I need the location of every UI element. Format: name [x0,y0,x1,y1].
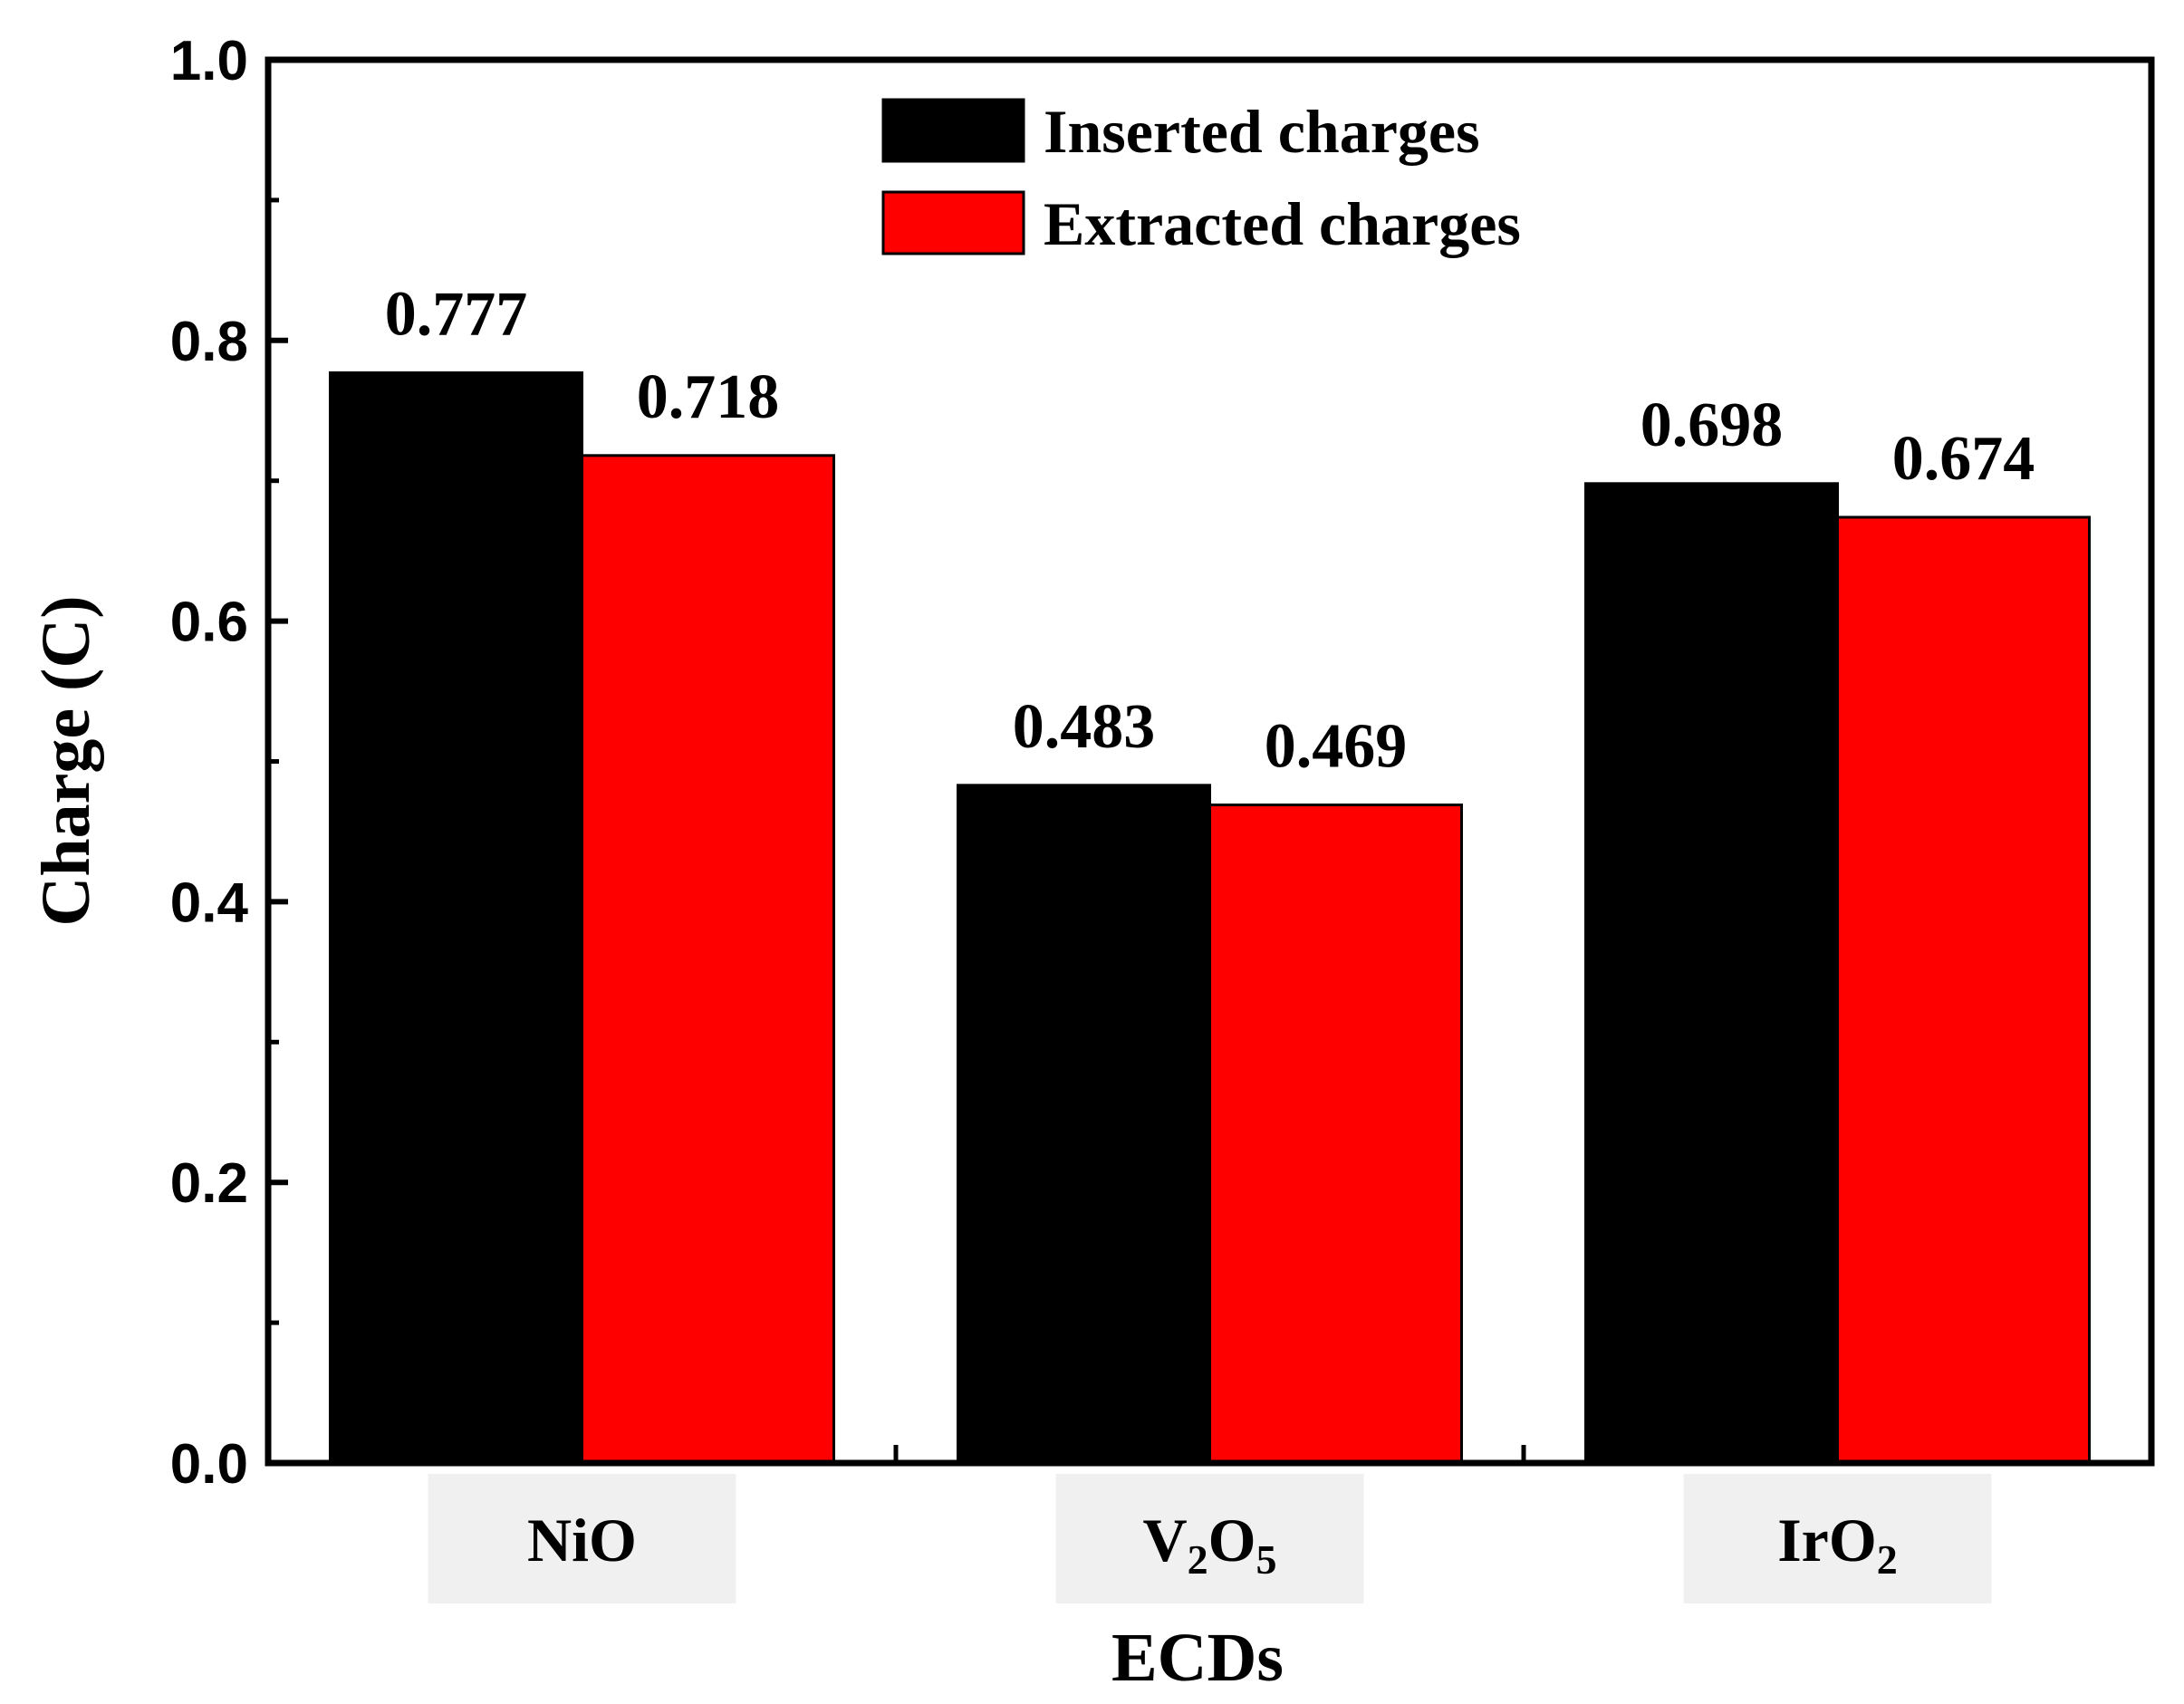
bar-extracted-NiO [581,454,835,1465]
category-label-background [1055,1474,1364,1603]
category-label-NiO: NiO [527,1506,637,1574]
legend: Inserted charges Extracted charges [881,97,1521,258]
data-label: 0.718 [637,362,780,432]
y-tick-label: 0.2 [170,1152,248,1215]
data-label: 0.674 [1892,424,2035,494]
category-label-IrO2: IrO2 [1777,1506,1898,1583]
y-tick-label: 0.0 [170,1433,248,1496]
x-axis-title: ECDs [1111,1620,1284,1696]
bar-extracted-IrO2 [1836,515,2091,1465]
category-labels: NiO V2O5 IrO2 [527,1506,1898,1583]
y-axis-title: Charge (C) [28,595,104,926]
bar-inserted-NiO [329,371,583,1465]
legend-label-inserted: Inserted charges [1044,97,1480,166]
bar-extracted-V2O5 [1208,804,1463,1465]
category-label-background [428,1474,736,1603]
y-axis-ticks: 0.0 0.2 0.4 0.6 0.8 1.0 [170,30,288,1496]
bars [329,371,2091,1465]
legend-swatch-inserted [881,98,1025,163]
y-tick-label: 0.8 [170,311,248,373]
bar-inserted-V2O5 [957,784,1211,1465]
y-tick-label: 0.4 [170,871,249,934]
category-label-V2O5: V2O5 [1142,1506,1276,1583]
category-label-backgrounds [428,1474,1992,1603]
data-label: 0.698 [1640,390,1784,460]
data-label: 0.483 [1013,692,1156,762]
legend-label-extracted: Extracted charges [1044,189,1521,258]
x-axis-ticks [893,1445,1526,1463]
data-labels: 0.777 0.483 0.698 0.718 0.469 0.674 [385,279,2035,781]
bar-inserted-IrO2 [1584,482,1839,1465]
category-label-background [1683,1474,1992,1603]
data-label: 0.777 [385,279,528,349]
legend-swatch-extracted [881,190,1025,255]
data-label: 0.469 [1265,712,1408,782]
y-tick-label: 1.0 [170,30,248,92]
y-tick-label: 0.6 [170,592,248,654]
